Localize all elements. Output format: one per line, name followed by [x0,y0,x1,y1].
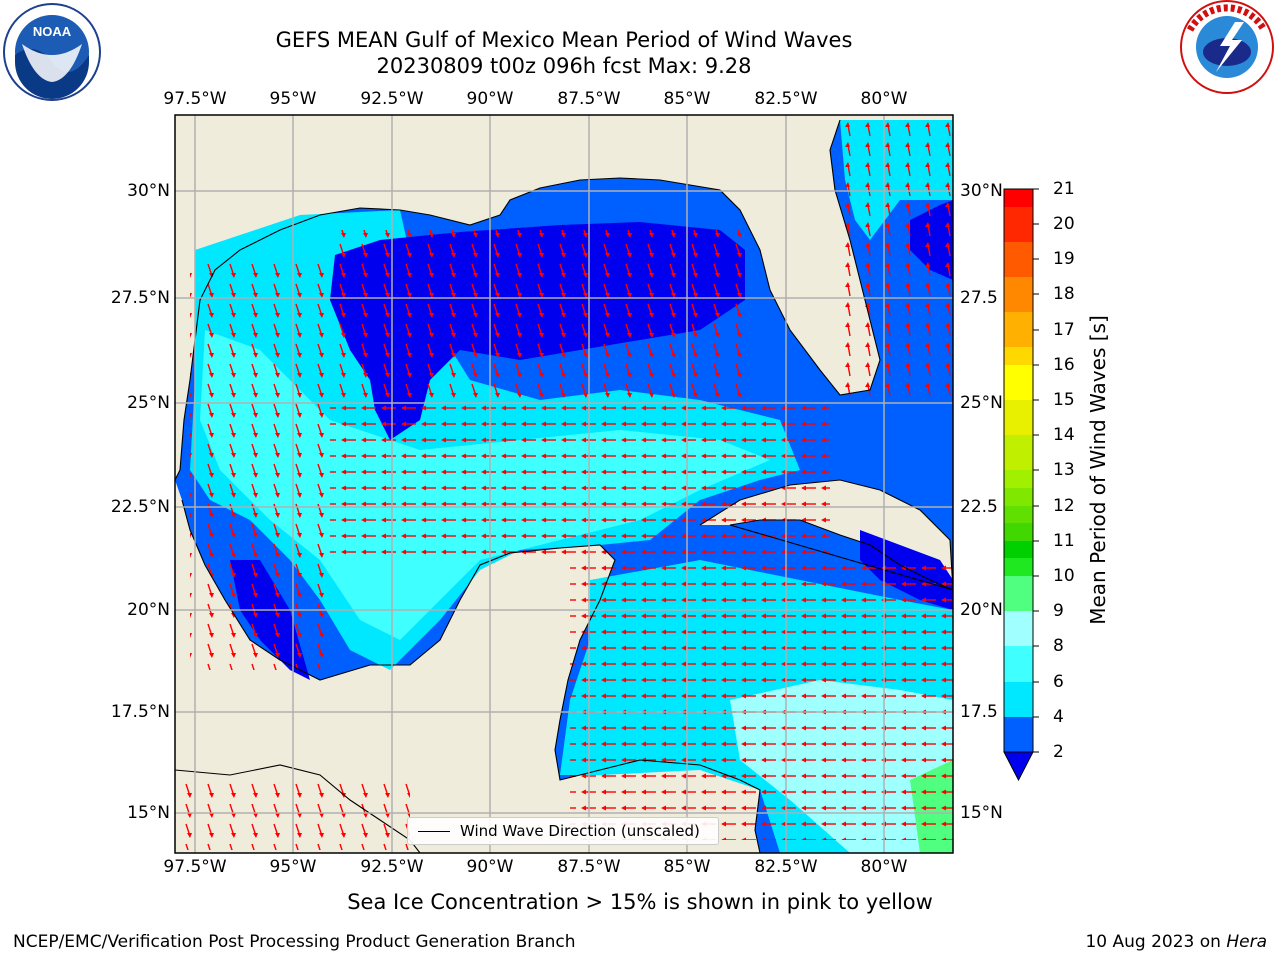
nws-logo [1180,0,1274,94]
colorbar-tick: 16 [1053,355,1075,375]
colorbar-tick: 12 [1053,496,1075,516]
lat-label-left: 22.5°N [110,497,170,517]
wind-arrows-pacific [180,780,410,850]
lat-label-right: 17.5 [960,702,998,722]
colorbar-tick: 19 [1053,249,1075,269]
coastlines [175,119,953,853]
lon-label-top: 80°W [860,89,908,109]
wind-arrows-central [330,400,830,560]
colorbar-tick: 17 [1053,320,1075,340]
lat-label-right: 20°N [960,600,1003,620]
lon-label-top: 85°W [663,89,711,109]
lat-label-right: 30°N [960,181,1003,201]
land-mexico [175,480,760,853]
colorbar-tick: 10 [1053,566,1075,586]
lon-label-top: 92.5°W [360,89,424,109]
colorbar-tick: 4 [1053,707,1064,727]
map-frame [174,114,954,854]
graticule [175,115,953,853]
lat-label-left: 17.5°N [110,702,170,722]
lon-label-bottom: 87.5°W [557,857,621,877]
lon-label-top: 87.5°W [557,89,621,109]
forecast-subtitle: 20230809 t00z 096h fcst Max: 9.28 [376,54,752,78]
lon-label-top: 95°W [269,89,317,109]
lat-label-left: 30°N [127,181,170,201]
legend-label: Wind Wave Direction (unscaled) [460,822,700,840]
lon-label-bottom: 92.5°W [360,857,424,877]
lon-label-bottom: 82.5°W [754,857,818,877]
colorbar-tick: 14 [1053,425,1075,445]
date-label: 10 Aug 2023 on [1085,932,1227,952]
lon-label-bottom: 95°W [269,857,317,877]
colorbar [1003,188,1039,782]
lon-label-top: 97.5°W [163,89,227,109]
lat-label-left: 20°N [127,600,170,620]
lon-label-top: 90°W [466,89,514,109]
lat-label-right: 22.5 [960,497,998,517]
wind-arrows-caribbean [570,560,953,840]
lat-label-right: 15°N [960,803,1003,823]
chart-title: GEFS MEAN Gulf of Mexico Mean Period of … [275,28,853,52]
sea-ice-note-text: Sea Ice Concentration > 15% is shown in … [347,890,933,914]
lat-label-right: 27.5 [960,288,998,308]
lat-label-left: 25°N [127,393,170,413]
wind-arrows-west [190,260,330,670]
colorbar-tick: 18 [1053,284,1075,304]
wind-arrows-atlantic [840,120,953,400]
map-panel [175,115,953,853]
colorbar-tick: 13 [1053,460,1075,480]
colorbar-tick: 21 [1053,179,1075,199]
lon-label-bottom: 90°W [466,857,514,877]
svg-text:NOAA: NOAA [33,24,72,39]
colorbar-tick: 15 [1053,390,1075,410]
machine-name: Hera [1226,932,1267,952]
wind-arrows-north [330,230,750,400]
lon-label-bottom: 85°W [663,857,711,877]
colorbar-tick: 6 [1053,672,1064,692]
lon-label-bottom: 80°W [860,857,908,877]
date-text: 10 Aug 2023 on Hera [1085,932,1267,952]
lon-label-bottom: 97.5°W [163,857,227,877]
credit-text: NCEP/EMC/Verification Post Processing Pr… [13,932,576,952]
colorbar-tick: 8 [1053,636,1064,656]
lat-label-left: 27.5°N [110,288,170,308]
sea-ice-note: Sea Ice Concentration > 15% is shown in … [0,890,1280,914]
lat-label-right: 25°N [960,393,1003,413]
lon-label-top: 82.5°W [754,89,818,109]
colorbar-tick: 20 [1053,214,1075,234]
land-us-north [175,115,953,480]
lat-label-left: 15°N [127,803,170,823]
colorbar-tick: 2 [1053,742,1064,762]
colorbar-label: Mean Period of Wind Waves [s] [1086,315,1110,625]
noaa-logo: NOAA [3,3,101,101]
colorbar-tick: 9 [1053,601,1064,621]
legend-line-sample [418,831,450,832]
map-legend: Wind Wave Direction (unscaled) [407,817,719,845]
colorbar-tick: 11 [1053,531,1075,551]
